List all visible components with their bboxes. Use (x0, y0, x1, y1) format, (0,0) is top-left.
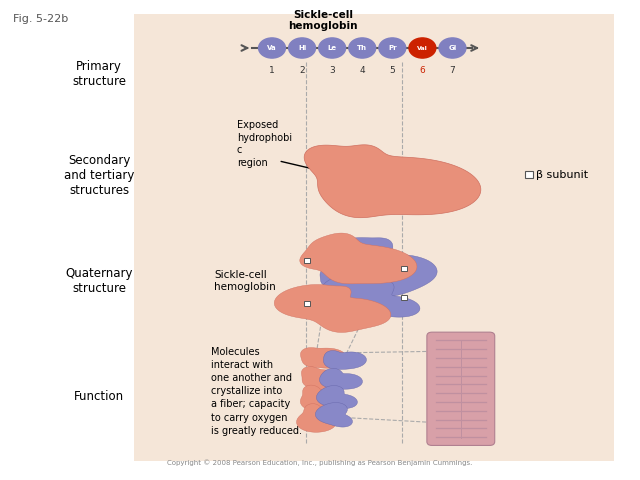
Text: 6: 6 (420, 66, 425, 75)
Polygon shape (318, 276, 420, 322)
FancyBboxPatch shape (134, 14, 614, 461)
Polygon shape (323, 350, 367, 370)
Text: Pr: Pr (388, 45, 397, 51)
Text: Molecules
interact with
one another and
crystallize into
a fiber; capacity
to ca: Molecules interact with one another and … (211, 347, 302, 436)
Polygon shape (319, 368, 362, 389)
Polygon shape (316, 403, 353, 427)
Text: Hi: Hi (298, 45, 306, 51)
Circle shape (439, 38, 466, 58)
Text: Gl: Gl (449, 45, 456, 51)
Polygon shape (320, 264, 422, 292)
Bar (304, 301, 310, 306)
Polygon shape (296, 404, 337, 432)
FancyBboxPatch shape (427, 332, 495, 445)
Text: 1: 1 (269, 66, 275, 75)
Polygon shape (301, 348, 347, 368)
Text: Sickle-cell
hemoglobin: Sickle-cell hemoglobin (214, 270, 276, 292)
Circle shape (319, 38, 346, 58)
Circle shape (379, 38, 406, 58)
Text: 7: 7 (450, 66, 455, 75)
Text: Fig. 5-22b: Fig. 5-22b (13, 14, 68, 24)
Text: 3: 3 (330, 66, 335, 75)
Circle shape (259, 38, 285, 58)
Bar (401, 295, 407, 300)
Text: β subunit: β subunit (536, 170, 588, 180)
Text: 4: 4 (360, 66, 365, 75)
Text: Va: Va (267, 45, 277, 51)
Polygon shape (340, 238, 437, 297)
Text: Exposed
hydrophobi
c
region: Exposed hydrophobi c region (237, 120, 292, 168)
Polygon shape (275, 285, 391, 332)
Text: Sickle-cell
hemoglobin: Sickle-cell hemoglobin (289, 10, 358, 31)
Text: Th: Th (357, 45, 367, 51)
Circle shape (409, 38, 436, 58)
Text: 5: 5 (390, 66, 395, 75)
Text: 2: 2 (300, 66, 305, 75)
Bar (304, 258, 310, 263)
Bar (525, 171, 533, 178)
Bar (401, 266, 407, 271)
Text: Le: Le (328, 45, 337, 51)
Text: Val: Val (417, 46, 428, 50)
Text: Quaternary
structure: Quaternary structure (65, 267, 133, 295)
Polygon shape (300, 385, 341, 412)
Text: Primary
structure: Primary structure (72, 60, 126, 88)
Circle shape (349, 38, 376, 58)
Text: Secondary
and tertiary
structures: Secondary and tertiary structures (64, 154, 134, 197)
Text: Function: Function (74, 389, 124, 403)
Polygon shape (300, 233, 417, 284)
Polygon shape (301, 367, 345, 390)
Text: Copyright © 2008 Pearson Education, Inc., publishing as Pearson Benjamin Cumming: Copyright © 2008 Pearson Education, Inc.… (167, 459, 473, 466)
Polygon shape (304, 145, 481, 218)
Circle shape (289, 38, 316, 58)
Polygon shape (316, 385, 357, 408)
